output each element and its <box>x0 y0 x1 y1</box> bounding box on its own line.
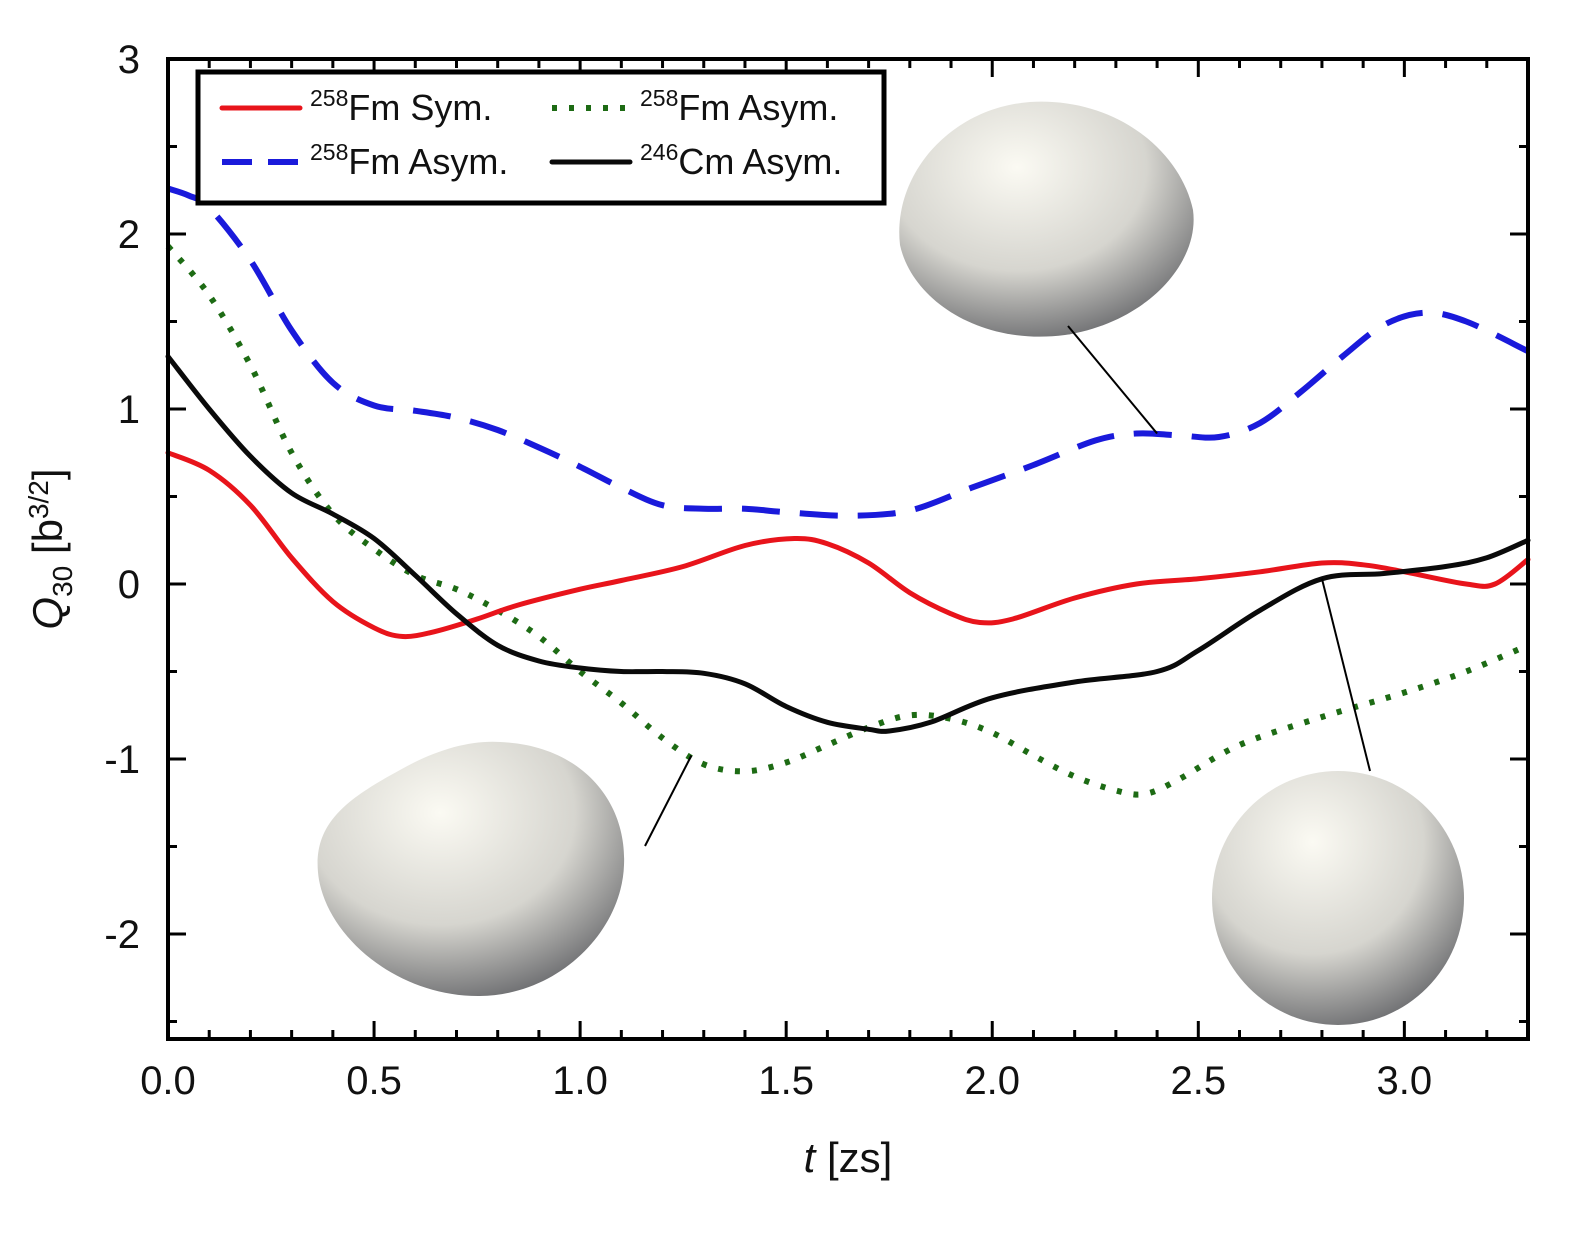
legend-label: 258Fm Sym. <box>310 85 492 128</box>
series-line-3 <box>165 354 1531 734</box>
y-tick-label: 1 <box>118 388 140 432</box>
x-axis-title: t [zs] <box>804 1134 893 1181</box>
x-tick-label: 1.5 <box>758 1059 814 1103</box>
nucleus-shape-top-right <box>899 101 1194 337</box>
x-tick-label: 1.0 <box>552 1059 608 1103</box>
x-tick-label: 0.5 <box>346 1059 402 1103</box>
y-tick-label: 2 <box>118 213 140 257</box>
leader-line-shape-bottom-left <box>644 755 693 847</box>
x-tick-label: 0.0 <box>140 1059 196 1103</box>
x-tick-label: 3.0 <box>1377 1059 1433 1103</box>
y-axis-title: Q30 [b3/2] <box>23 468 78 629</box>
series-layer <box>165 185 1531 798</box>
leader-line-shape-bottom-right <box>1320 578 1371 772</box>
legend-label: 258Fm Asym. <box>310 139 508 182</box>
series-line-0 <box>165 450 1531 640</box>
nucleus-shape-bottom-left <box>317 741 625 997</box>
legend: 258Fm Sym. 258Fm Asym. 258Fm Asym. 246Cm As… <box>195 69 887 206</box>
y-tick-label: 0 <box>118 563 140 607</box>
nucleus-shape-bottom-right <box>1212 771 1464 1025</box>
tick-labels: 0.0 0.5 1.0 1.5 2.0 2.5 3.0 -2 -1 0 1 2 3 <box>104 38 1432 1103</box>
y-tick-label: -1 <box>104 738 140 782</box>
series-line-1 <box>167 185 1530 519</box>
legend-label: 258Fm Asym. <box>640 85 838 128</box>
y-tick-label: -2 <box>104 913 140 957</box>
plot-frame <box>166 57 1530 1041</box>
annotation-leader-lines <box>644 325 1371 847</box>
legend-label: 246Cm Asym. <box>640 139 842 182</box>
y-tick-label: 3 <box>118 38 140 82</box>
series-line-2 <box>165 244 1530 798</box>
x-tick-label: 2.0 <box>964 1059 1020 1103</box>
leader-line-shape-top-right <box>1067 325 1158 435</box>
x-tick-label: 2.5 <box>1170 1059 1226 1103</box>
